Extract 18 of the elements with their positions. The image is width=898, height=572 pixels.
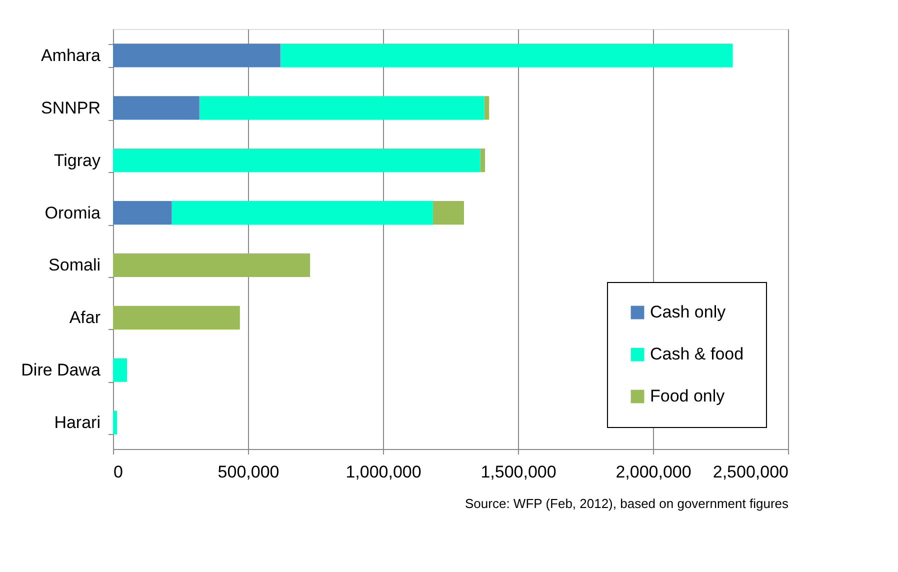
y-tick-label: SNNPR: [40, 98, 100, 118]
x-tick-label: 2,500,000: [712, 462, 788, 482]
x-tick-label: 1,000,000: [346, 462, 422, 482]
legend-label: Cash & food: [650, 344, 744, 364]
y-tick-label: Tigray: [54, 150, 101, 170]
x-tick-label: 0: [114, 462, 123, 482]
x-tick-label: 500,000: [218, 462, 280, 482]
y-tick-label: Oromia: [44, 203, 102, 222]
x-tick-label: 2,000,000: [616, 462, 692, 482]
y-tick-label: Harari: [54, 413, 100, 432]
legend-label: Food only: [650, 386, 726, 406]
y-tick-label: Somali: [48, 256, 100, 275]
x-tick-label: 1,500,000: [480, 462, 556, 482]
y-tick-label: Amhara: [40, 46, 102, 65]
y-tick-label: Afar: [69, 308, 101, 328]
y-tick-label: Dire Dawa: [21, 360, 102, 380]
source-note: Source: WFP (Feb, 2012), based on government figures: [465, 496, 789, 511]
legend-label: Cash only: [650, 302, 726, 322]
